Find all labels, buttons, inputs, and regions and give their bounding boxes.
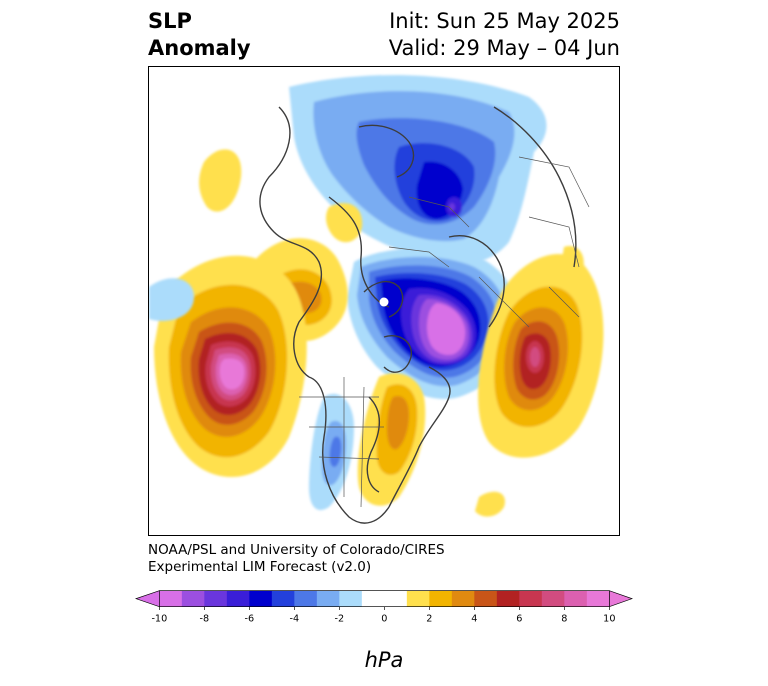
credit-text: NOAA/PSL and University of Colorado/CIRE… [148, 542, 445, 576]
valid-dates: Valid: 29 May – 04 Jun [388, 36, 620, 60]
colorbar-cell [541, 590, 565, 607]
negative-anomaly-western-us [309, 393, 354, 511]
colorbar-cell [519, 590, 543, 607]
credit-line-2: Experimental LIM Forecast (v2.0) [148, 559, 372, 575]
colorbar-cell [451, 590, 475, 607]
colorbar-tick-label: 0 [381, 613, 387, 624]
pole-marker [379, 297, 389, 307]
forecast-dates: Init: Sun 25 May 2025 Valid: 29 May – 04… [389, 8, 620, 62]
colorbar-cell [586, 590, 610, 607]
colorbar: -10 -8 -6 -4 -2 0 2 4 6 8 10 [134, 590, 634, 624]
colorbar-cell [406, 590, 430, 607]
colorbar-cell [316, 590, 340, 607]
colorbar-tick-label: 6 [516, 613, 522, 624]
colorbar-cell [429, 590, 453, 607]
colorbar-tick-label: 10 [603, 613, 615, 624]
colorbar-tick-label: -8 [200, 613, 210, 624]
colorbar-cell [474, 590, 498, 607]
colorbar-tick-label: -6 [245, 613, 255, 624]
colorbar-cell [339, 590, 363, 607]
colorbar-cells [134, 590, 634, 608]
colorbar-tick-label: 2 [426, 613, 432, 624]
positive-anomaly-atlantic [326, 203, 505, 517]
negative-anomaly-europe [347, 247, 518, 399]
anomaly-map [148, 66, 620, 536]
coastlines [259, 106, 577, 524]
colorbar-cell [294, 590, 318, 607]
positive-anomaly-central-asia [478, 246, 604, 458]
positive-anomaly-north-pacific [154, 238, 348, 477]
credit-line-1: NOAA/PSL and University of Colorado/CIRE… [148, 542, 445, 558]
title-line-2: Anomaly [148, 36, 251, 60]
colorbar-tick-label: -2 [335, 613, 345, 624]
colorbar-cell [249, 590, 273, 607]
colorbar-cell [496, 590, 520, 607]
political-borders [299, 156, 590, 508]
colorbar-cell [159, 590, 183, 607]
colorbar-tick-label: -10 [151, 613, 167, 624]
colorbar-cell [181, 590, 205, 607]
colorbar-cell [226, 590, 250, 607]
anomaly-map-svg [149, 75, 604, 524]
map-title: SLP Anomaly [148, 8, 251, 62]
colorbar-ticks: -10 -8 -6 -4 -2 0 2 4 6 8 10 [151, 606, 615, 624]
colorbar-cell [204, 590, 228, 607]
negative-anomaly-west-edge [149, 278, 194, 321]
title-line-1: SLP [148, 9, 192, 33]
colorbar-cell [361, 590, 385, 607]
colorbar-tick-label: -4 [290, 613, 300, 624]
colorbar-min-extension [134, 590, 160, 608]
colorbar-units: hPa [364, 648, 404, 672]
colorbar-max-extension [609, 590, 634, 608]
colorbar-tick-label: 4 [471, 613, 477, 624]
colorbar-cell [384, 590, 408, 607]
colorbar-cell [271, 590, 295, 607]
colorbar-tick-label: 8 [561, 613, 567, 624]
init-date: Init: Sun 25 May 2025 [389, 9, 620, 33]
negative-anomaly-siberia [289, 75, 547, 266]
colorbar-cell [564, 590, 588, 607]
positive-anomaly-small-northwest [199, 149, 242, 212]
